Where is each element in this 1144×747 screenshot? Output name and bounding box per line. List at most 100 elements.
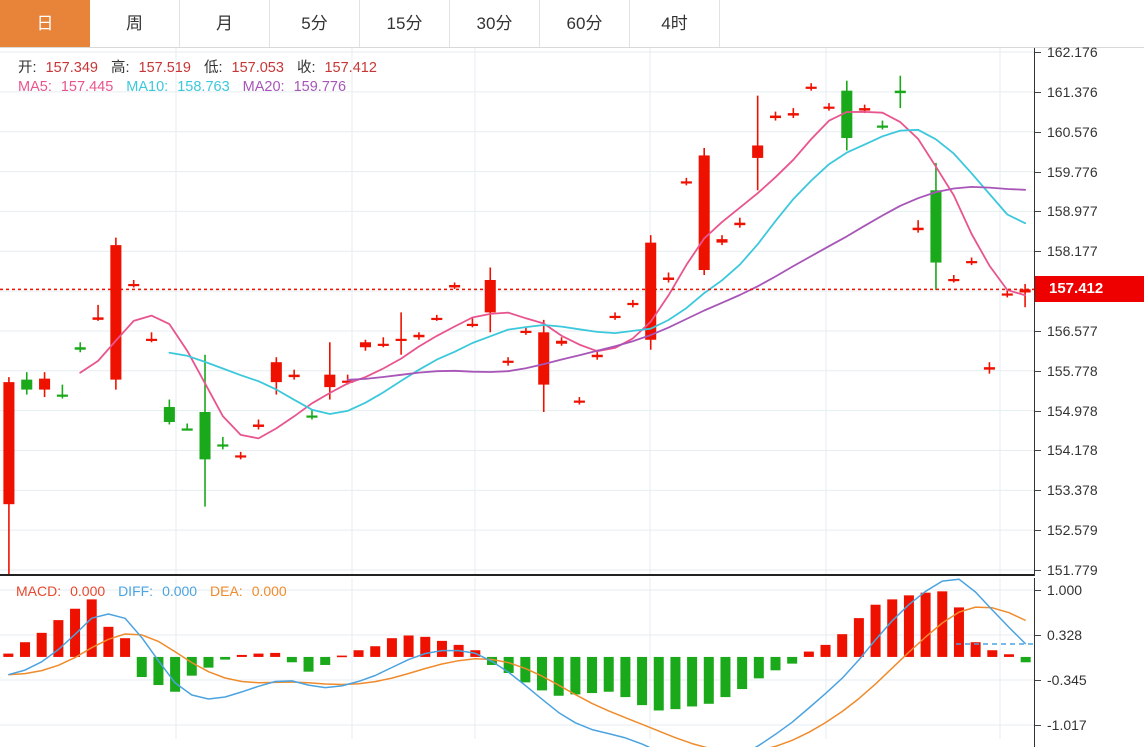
period-tab-bar[interactable]: 日周月 5分 15分 30分 60分 4时 [0,0,1144,48]
macd-histogram-bar [787,656,798,664]
ma10-line [168,128,1026,415]
macd-axis-label: 0.328 [1047,626,1083,643]
candlestick [359,339,371,351]
candlestick [912,220,924,233]
macd-histogram-bar [186,656,197,676]
price-axis-label: 159.776 [1047,163,1098,180]
price-axis-tick [1035,211,1041,213]
macd-axis-tick [1035,634,1041,636]
macd-histogram-bar [1020,656,1031,663]
candlestick [876,120,888,130]
macd-axis[interactable]: 1.000 0.328 -0.345 -1.017 [1034,578,1144,747]
candlestick [39,372,51,398]
macd-histogram-bar [203,656,214,668]
candlestick [502,357,514,366]
tab-5[interactable]: 30分 [450,0,540,47]
macd-histogram-bar [553,656,564,696]
tab-0[interactable]: 日 [0,0,90,47]
candlestick-chart[interactable] [0,48,1034,574]
macd-histogram-bar [887,599,898,657]
price-axis-label: 155.778 [1047,362,1098,379]
price-axis-label: 152.579 [1047,522,1098,539]
price-axis-tick [1035,131,1041,133]
price-axis[interactable]: 162.176 161.376 160.576 159.776 158.977 158.1… [1034,44,1144,578]
macd-histogram-bar [970,642,981,657]
macd-axis-tick [1035,590,1041,591]
macd-histogram-bar [370,646,381,657]
candlestick [395,312,407,355]
macd-chart-panel[interactable] [0,578,1034,747]
candlestick [484,267,496,333]
candlestick [128,279,140,288]
macd-histogram-bar [86,599,97,657]
candlestick [252,419,265,430]
macd-histogram-bar [103,626,114,657]
macd-histogram-bar [3,653,14,657]
macd-histogram-bar [70,608,81,657]
macd-histogram-bar [770,656,781,671]
macd-histogram-bar [937,591,948,657]
candlestick [948,275,960,283]
candlestick [734,217,746,228]
macd-histogram-bar [670,656,681,710]
price-axis-label: 151.779 [1047,562,1098,578]
candlestick [645,235,657,350]
macd-histogram-bar [20,642,31,657]
tab-2[interactable]: 月 [180,0,270,47]
candlestick [823,103,835,111]
macd-histogram-bar [737,656,748,690]
candlestick [21,372,33,395]
candlestick [92,304,104,321]
macd-histogram-bar [953,607,964,657]
price-axis-label: 158.977 [1047,203,1098,220]
candlestick [199,354,211,507]
macd-histogram-bar [820,644,831,657]
macd-histogram-bar [120,638,131,657]
macd-histogram-bar [403,635,414,657]
macd-histogram-bar [270,652,281,657]
current-price-tag[interactable]: 157.412 [1035,276,1144,303]
macd-histogram-bar [36,632,47,657]
macd-histogram-bar [570,656,581,695]
macd-histogram-bar [753,656,764,679]
candlestick [163,399,175,425]
candlestick [609,312,621,320]
tab-3[interactable]: 5分 [270,0,360,47]
price-chart-panel[interactable] [0,48,1034,576]
macd-histogram-bar [353,650,364,657]
tab-6[interactable]: 60分 [540,0,630,47]
macd-histogram-bar [503,656,514,673]
candlestick [217,436,229,450]
tab-bar-spacer [720,0,1144,47]
macd-histogram-bar [53,620,64,657]
ma5-line [79,111,1026,440]
candlestick [431,314,443,321]
price-axis-label: 160.576 [1047,123,1098,140]
tab-4[interactable]: 15分 [360,0,450,47]
tab-7[interactable]: 4时 [630,0,720,47]
price-axis-label: 153.378 [1047,482,1098,499]
price-axis-label: 154.178 [1047,442,1098,459]
macd-axis-tick [1035,725,1041,726]
price-axis-tick [1035,171,1041,173]
tab-1[interactable]: 周 [90,0,180,47]
macd-histogram-bar [220,656,231,660]
candlestick [181,423,193,431]
candlestick [413,332,425,340]
candlestick [805,83,817,91]
macd-histogram-bar [903,595,914,657]
macd-histogram-bar [870,604,881,657]
macd-histogram-bar [520,656,531,683]
macd-histogram-bar [653,656,664,711]
price-axis-tick [1035,410,1041,412]
price-axis-tick [1035,52,1041,53]
candlestick [556,337,568,346]
candlestick [841,80,853,151]
macd-histogram-bar [136,656,147,678]
macd-histogram-bar [920,592,931,657]
macd-histogram-bar [620,656,631,698]
macd-chart[interactable] [0,578,1034,747]
candlestick [56,384,68,399]
candlestick [377,337,389,348]
candlestick [3,377,15,574]
